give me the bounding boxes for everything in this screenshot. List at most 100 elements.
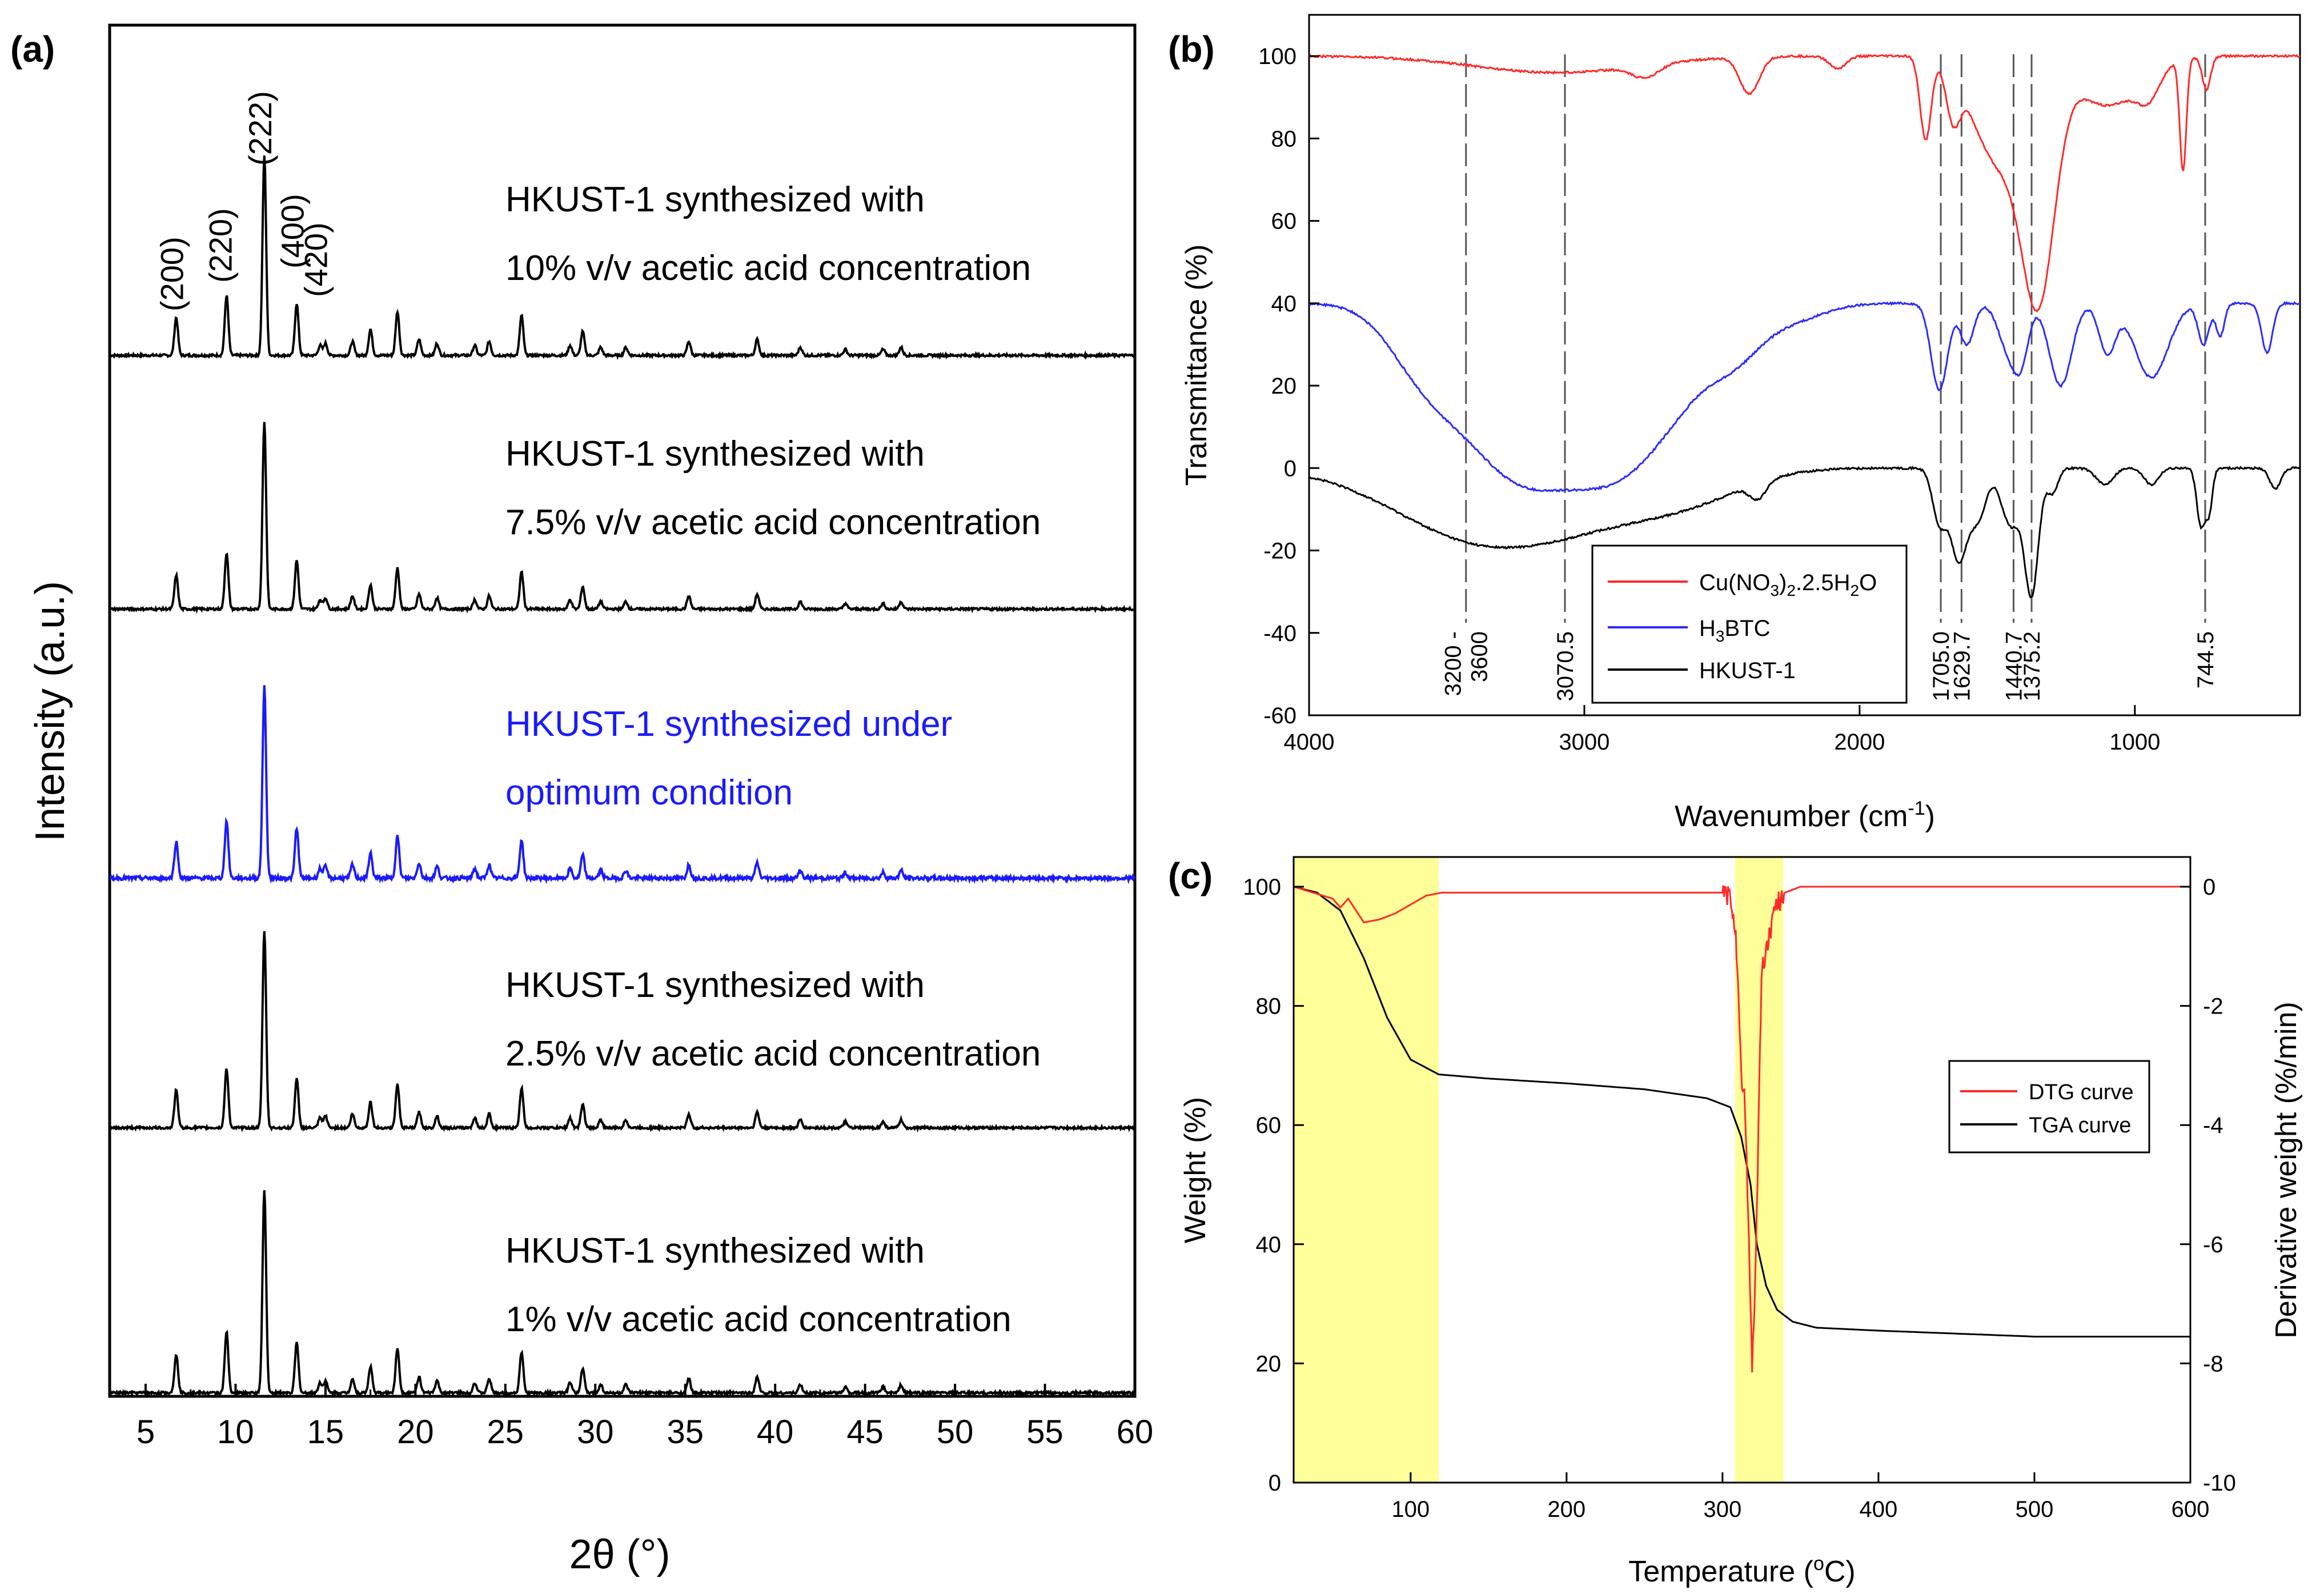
panel-a-series-labels: HKUST-1 synthesized with 10% v/v acetic a…	[505, 180, 1041, 1339]
y-tick-label--20: -20	[1263, 539, 1297, 564]
xrd-trace-2.5%	[109, 931, 1136, 1133]
panel-a-frame	[108, 23, 1137, 1398]
panel-c-legend: DTG curve TGA curve	[1948, 1060, 2150, 1154]
y-tick-label-0: 0	[1269, 1471, 1281, 1496]
ftir-trace-Cu(NO3)2.2.5H2O	[1308, 54, 2301, 313]
y2-tick-label-0: 0	[2203, 875, 2215, 900]
legend-label-cu-sub2: 2	[1787, 582, 1796, 599]
panel-b-xlabel-close: )	[1925, 800, 1935, 833]
x-tick-label-15: 15	[307, 1413, 344, 1451]
y-tick-label-20: 20	[1271, 374, 1297, 399]
x-tick-label-600: 600	[2172, 1497, 2210, 1522]
legend-label-tga: TGA curve	[2029, 1114, 2132, 1138]
reference-label-3070.5: 3070.5	[1553, 631, 1578, 701]
panel-a-x-axis-title: 2θ (°)	[569, 1532, 671, 1577]
legend-label-cu-text: Cu(NO	[1699, 570, 1770, 595]
dtg-curve	[1293, 885, 2190, 1373]
y-tick-label-40: 40	[1256, 1232, 1282, 1257]
reference-label-1705: 1705.0	[1929, 631, 1954, 701]
x-tick-label-100: 100	[1391, 1497, 1430, 1522]
x-tick-label-3000: 3000	[1559, 730, 1609, 755]
panel-b-label: (b)	[1168, 29, 1215, 70]
y-tick-label--60: -60	[1263, 703, 1297, 728]
y-tick-label-100: 100	[1258, 44, 1297, 69]
legend-label-dtg: DTG curve	[2029, 1080, 2134, 1104]
series-label-optimum-line2: optimum condition	[505, 773, 793, 812]
series-label-2.5%-line2: 2.5% v/v acetic acid concentration	[505, 1034, 1041, 1074]
reference-label-1440.7: 1440.7	[2001, 631, 2026, 701]
legend-label-cu-o: O	[1859, 570, 1877, 595]
panel-b-axis-ticks: -60 -40 -20 0 20 40 60 80 100 4000 3000 2000 1000	[1258, 44, 2160, 755]
series-label-7.5%-line1: HKUST-1 synthesized with	[505, 434, 925, 474]
x-tick-label-4000: 4000	[1284, 730, 1335, 755]
panel-a: (a) (200) (220) (222) (400)(420) HKUST-1 sy…	[10, 23, 1153, 1577]
legend-box	[1591, 544, 1908, 704]
x-tick-label-400: 400	[1860, 1497, 1898, 1522]
legend-label-cu-paren: )	[1779, 570, 1787, 595]
x-tick-label-35: 35	[667, 1413, 704, 1451]
y-tick-label-20: 20	[1256, 1351, 1282, 1376]
panel-a-y-axis-title: Intensity (a.u.)	[27, 581, 73, 842]
y2-tick-label--2: -2	[2203, 994, 2223, 1019]
panel-a-x-ticks: 5 10 15 20 25 30 35 40 45 50 55 60	[137, 1384, 1153, 1451]
panel-c-highlights	[1294, 857, 1784, 1483]
y-tick-label-80: 80	[1256, 994, 1282, 1019]
legend-label-h3btc-sub: 3	[1716, 627, 1725, 645]
panel-c-xlabel-sup: o	[1813, 1553, 1824, 1575]
y-tick-label-40: 40	[1271, 291, 1297, 317]
x-tick-label-10: 10	[217, 1413, 254, 1451]
legend-label-cu-sub3: 2	[1851, 582, 1860, 599]
y-tick-label-60: 60	[1271, 209, 1297, 234]
x-tick-label-2000: 2000	[1834, 730, 1885, 755]
series-label-10%-line1: HKUST-1 synthesized with	[505, 180, 925, 219]
peak-label-200: (200)	[154, 237, 190, 311]
xrd-trace-1%	[109, 1190, 1136, 1398]
y-tick-label-100: 100	[1243, 875, 1281, 900]
x-tick-label-500: 500	[2016, 1497, 2054, 1522]
xrd-trace-7.5%	[109, 422, 1136, 614]
panel-b-traces	[1308, 54, 2301, 598]
xrd-trace-optimum	[109, 685, 1136, 884]
legend-label-h3btc: H3BTC	[1699, 616, 1770, 645]
peak-label-220: (220)	[203, 208, 239, 283]
legend-label-hkust: HKUST-1	[1699, 658, 1796, 683]
reference-label-1375.2: 1375.2	[2020, 631, 2045, 701]
panel-c-xlabel-close: C)	[1824, 1555, 1856, 1588]
panel-b-xlabel-sup: -1	[1908, 798, 1925, 819]
y2-tick-label--4: -4	[2203, 1113, 2223, 1138]
panel-c-frame	[1293, 856, 2191, 1484]
panel-a-label: (a)	[10, 29, 55, 70]
x-tick-label-200: 200	[1547, 1497, 1586, 1522]
panel-b-legend: Cu(NO3)2.2.5H2O H3BTC HKUST-1	[1591, 544, 1908, 704]
series-label-2.5%-line1: HKUST-1 synthesized with	[505, 966, 925, 1005]
y2-tick-label--6: -6	[2203, 1232, 2223, 1257]
y-tick-label--40: -40	[1263, 621, 1297, 646]
x-tick-label-55: 55	[1026, 1413, 1063, 1451]
reference-label-3430: 3600	[1467, 631, 1492, 682]
series-label-7.5%-line2: 7.5% v/v acetic acid concentration	[505, 503, 1041, 542]
legend-box	[1948, 1060, 2150, 1154]
y-tick-label-80: 80	[1271, 126, 1297, 151]
panel-c-xlabel-main: Temperature (	[1628, 1555, 1813, 1588]
ftir-trace-H3BTC	[1308, 301, 2301, 492]
peak-label-222: (222)	[242, 91, 278, 166]
y-tick-label-60: 60	[1256, 1113, 1282, 1138]
panel-c-axis-ticks: 0 20 40 60 80 100 -10 -8 -6 -4 -2 0 100 200 300 400 500 6…	[1243, 875, 2236, 1522]
peak-label-420: (420)	[298, 222, 334, 297]
panel-b-frame	[1308, 14, 2301, 716]
reference-label-1629.7: 1629.7	[1949, 631, 1974, 701]
x-tick-label-20: 20	[397, 1413, 434, 1451]
x-tick-label-45: 45	[846, 1413, 884, 1451]
x-tick-label-30: 30	[577, 1413, 614, 1451]
panel-c-x-axis-title: Temperature (oC)	[1628, 1553, 1855, 1588]
panel-c-y2-axis-title: Derivative weight (%/min)	[2270, 1002, 2303, 1339]
legend-label-h3btc-h: H	[1699, 616, 1716, 641]
series-label-1%-line1: HKUST-1 synthesized with	[505, 1231, 925, 1271]
x-tick-label-60: 60	[1117, 1413, 1154, 1451]
x-tick-label-1000: 1000	[2109, 730, 2160, 755]
reference-label-3430: 3200 -	[1441, 631, 1466, 696]
panel-c-traces	[1293, 885, 2190, 1373]
peak-label-400: (400)	[275, 194, 311, 269]
x-tick-label-5: 5	[137, 1413, 155, 1451]
